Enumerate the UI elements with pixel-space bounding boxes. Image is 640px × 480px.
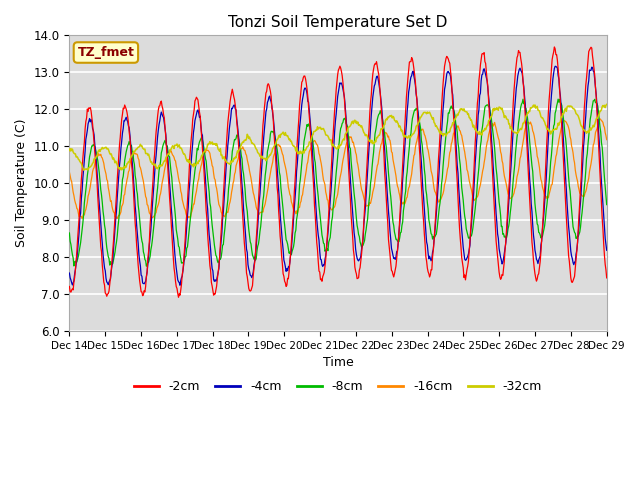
Legend: -2cm, -4cm, -8cm, -16cm, -32cm: -2cm, -4cm, -8cm, -16cm, -32cm: [129, 375, 547, 398]
Y-axis label: Soil Temperature (C): Soil Temperature (C): [15, 119, 28, 247]
X-axis label: Time: Time: [323, 356, 353, 369]
Title: Tonzi Soil Temperature Set D: Tonzi Soil Temperature Set D: [228, 15, 448, 30]
Text: TZ_fmet: TZ_fmet: [77, 46, 134, 59]
